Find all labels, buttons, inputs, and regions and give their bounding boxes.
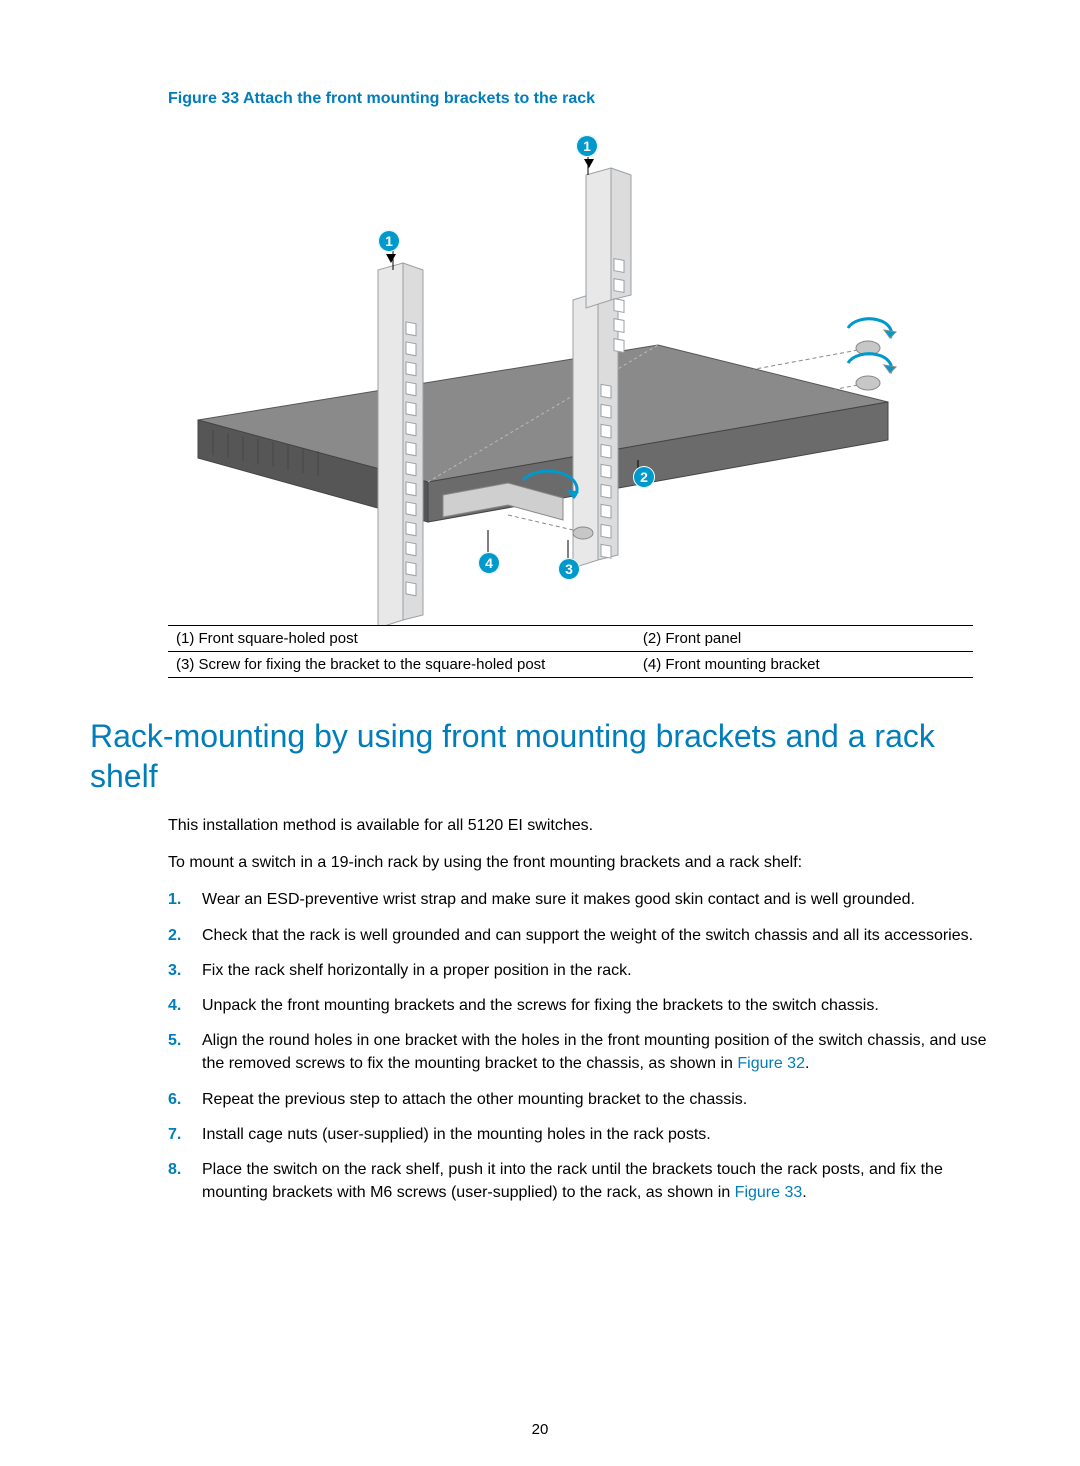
step-text: Place the switch on the rack shelf, push… <box>202 1161 943 1201</box>
steps-list: Wear an ESD-preventive wrist strap and m… <box>168 888 990 1204</box>
figure-link[interactable]: Figure 32 <box>737 1055 805 1072</box>
intro-text-1: This installation method is available fo… <box>168 814 990 837</box>
figure-caption: Figure 33 Attach the front mounting brac… <box>168 90 990 108</box>
section-heading: Rack-mounting by using front mounting br… <box>90 716 990 796</box>
list-item: Check that the rack is well grounded and… <box>168 924 990 947</box>
callout-2: 2 <box>633 466 655 488</box>
table-row: (3) Screw for fixing the bracket to the … <box>168 652 973 678</box>
figure-legend-table: (1) Front square-holed post (2) Front pa… <box>168 625 973 678</box>
list-item: Align the round holes in one bracket wit… <box>168 1029 990 1075</box>
period: . <box>805 1055 809 1072</box>
list-item: Fix the rack shelf horizontally in a pro… <box>168 959 990 982</box>
list-item: Unpack the front mounting brackets and t… <box>168 994 990 1017</box>
table-row: (1) Front square-holed post (2) Front pa… <box>168 626 973 652</box>
list-item: Wear an ESD-preventive wrist strap and m… <box>168 888 990 911</box>
figure: 1 1 2 3 4 (1) Front square-holed post (2… <box>168 120 973 678</box>
list-item: Install cage nuts (user-supplied) in the… <box>168 1123 990 1146</box>
callout-1b: 1 <box>576 135 598 157</box>
legend-cell: (3) Screw for fixing the bracket to the … <box>168 652 635 678</box>
figure-image: 1 1 2 3 4 <box>168 120 973 625</box>
page-number: 20 <box>0 1421 1080 1438</box>
step-text: Align the round holes in one bracket wit… <box>202 1032 986 1072</box>
figure-link[interactable]: Figure 33 <box>735 1184 803 1201</box>
intro-text-2: To mount a switch in a 19-inch rack by u… <box>168 851 990 874</box>
list-item: Repeat the previous step to attach the o… <box>168 1088 990 1111</box>
legend-cell: (4) Front mounting bracket <box>635 652 973 678</box>
callout-3: 3 <box>558 558 580 580</box>
callout-1a: 1 <box>378 230 400 252</box>
callout-4: 4 <box>478 552 500 574</box>
arrow-icon <box>386 254 396 263</box>
legend-cell: (2) Front panel <box>635 626 973 652</box>
arrow-icon <box>584 159 594 168</box>
rack-diagram-svg <box>168 120 973 625</box>
legend-cell: (1) Front square-holed post <box>168 626 635 652</box>
left-post <box>378 263 423 625</box>
right-post-front <box>573 292 618 568</box>
list-item: Place the switch on the rack shelf, push… <box>168 1158 990 1204</box>
period: . <box>802 1184 806 1201</box>
